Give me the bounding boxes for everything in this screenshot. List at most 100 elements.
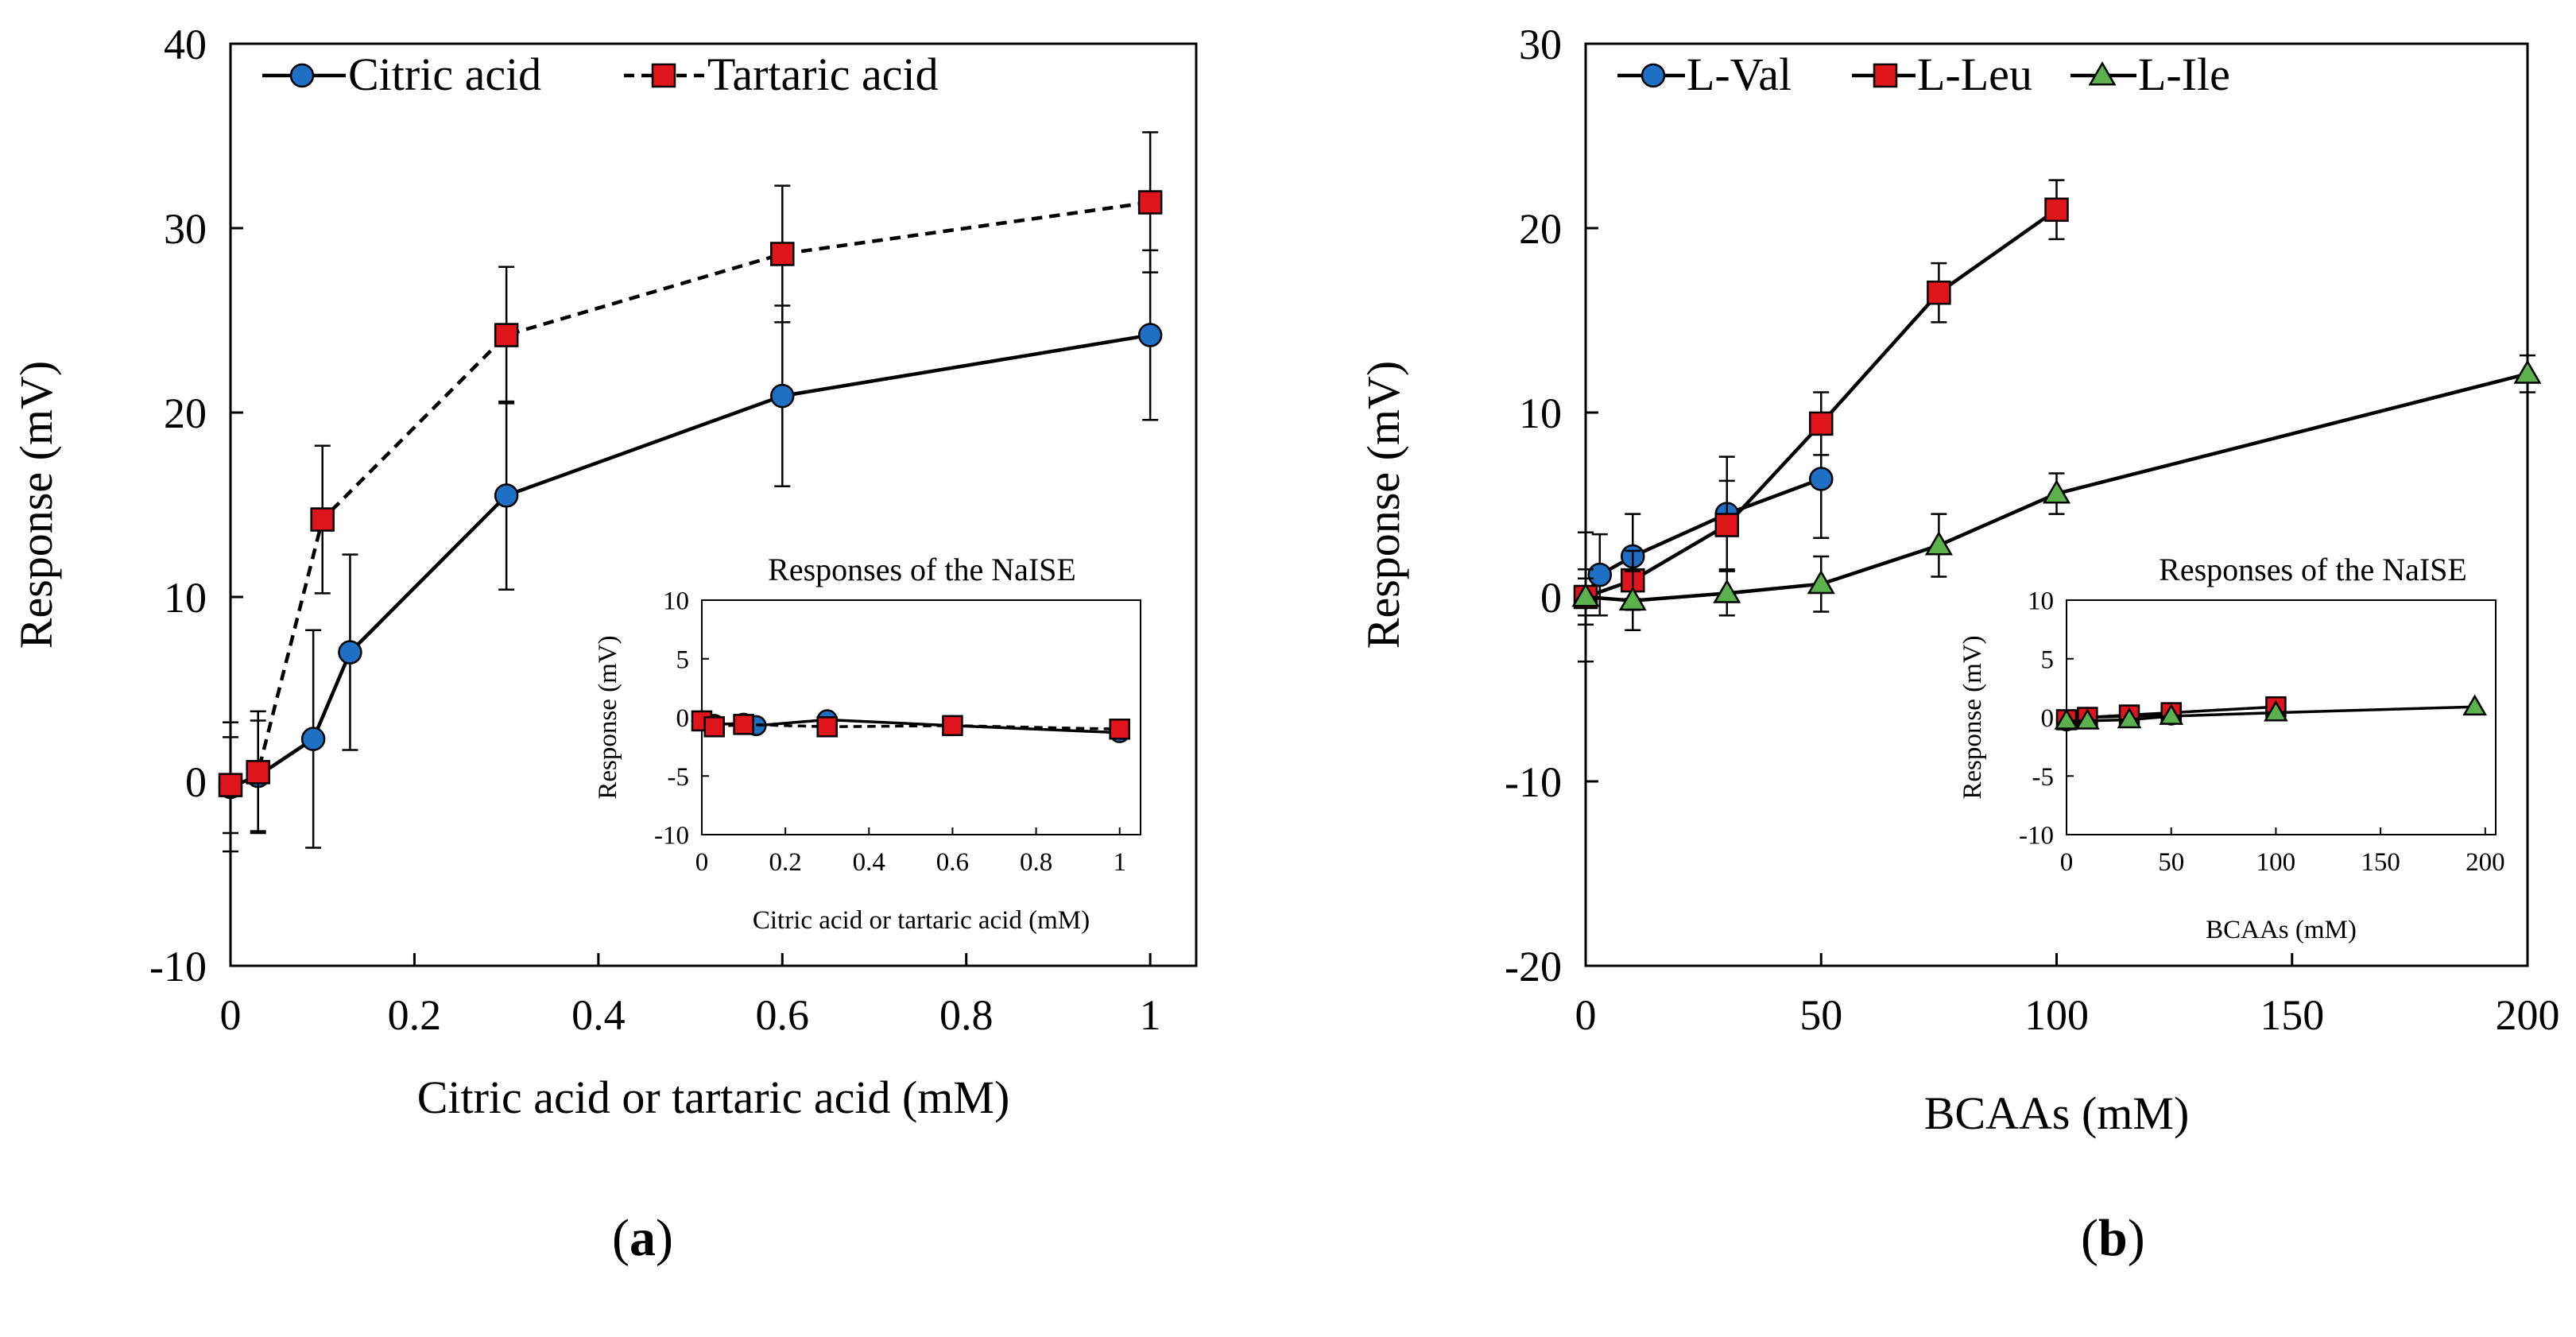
- data-point: [310, 507, 335, 532]
- data-point: [2264, 700, 2288, 722]
- panel-a-x-tick-label: 0.6: [756, 991, 810, 1039]
- series-line: [701, 719, 1120, 731]
- panel-a-inset: 0 0.2 0.4 0.6 0.8 1 -10 -5 0 5 10 Responses of the …: [594, 552, 1141, 935]
- data-point: [703, 716, 726, 738]
- panel-a-inset-y-axis-label: Response (mV): [594, 635, 622, 799]
- data-point: [1809, 411, 1834, 436]
- data-point: [1713, 579, 1741, 603]
- data-point: [1618, 586, 1647, 611]
- panel-a-inset-x-tick-label: 1: [1113, 848, 1126, 877]
- panel-a-inset-x-tick-label: 0.2: [769, 848, 802, 877]
- data-point: [1137, 323, 1163, 347]
- panel-a-inset-y-tick-label: 0: [676, 704, 690, 733]
- legend-marker: [1873, 63, 1898, 88]
- panel-b-inset-y-axis-label: Response (mV): [1958, 635, 1987, 799]
- panel-b-inset-y-tick-label: -10: [2019, 822, 2054, 851]
- panel-a-y-tick-label: 0: [185, 758, 207, 806]
- legend-marker: [289, 63, 315, 88]
- panel-a-y-tick-label: 30: [164, 205, 207, 253]
- data-point: [816, 716, 838, 738]
- data-point: [2042, 479, 2071, 504]
- panel-a-x-tick-label: 0.2: [388, 991, 442, 1039]
- panel-b-y-tick-label: 30: [1519, 21, 1562, 68]
- legend-label: L-Ile: [2138, 48, 2230, 100]
- data-point: [2462, 694, 2488, 716]
- panel-a-x-tick-label: 0: [220, 991, 242, 1039]
- panel-a-legend: Citric acid Tartaric acid: [262, 48, 939, 100]
- panel-a-y-tick-label: 20: [164, 389, 207, 437]
- data-point: [1924, 531, 1953, 556]
- panel-b-inset: 0 50 100 150 200 -10 -5 0 5 10 Responses of the Na…: [1958, 552, 2505, 944]
- panel-b-y-axis-label: Response (mV): [1358, 361, 1409, 649]
- panel-b-x-tick-label: 150: [2260, 991, 2324, 1039]
- legend-marker: [2088, 61, 2117, 86]
- panel-b-caption: (b): [2081, 1209, 2145, 1267]
- panel-b-inset-x-tick-label: 150: [2361, 848, 2400, 877]
- panel-a-x-axis-label: Citric acid or tartaric acid (mM): [417, 1072, 1010, 1123]
- series-line: [230, 200, 1151, 787]
- panel-b-x-tick-label: 100: [2024, 991, 2089, 1039]
- data-point: [1927, 280, 1951, 305]
- panel-b-legend: L-Val L-Leu L-Ile: [1617, 48, 2230, 100]
- panel-b-y-tick-label: -20: [1505, 943, 1562, 990]
- legend-marker: [651, 63, 676, 88]
- panel-a-inset-x-tick-label: 0.8: [1020, 848, 1052, 877]
- panel-a-y-tick-label: 10: [164, 574, 207, 622]
- legend-label: L-Leu: [1917, 48, 2032, 100]
- panel-a-inset-y-tick-label: 5: [676, 645, 690, 674]
- data-point: [2117, 707, 2142, 729]
- panel-a-plot-frame: [229, 42, 1198, 967]
- panel-a-inset-y-tick-label: 10: [663, 587, 689, 616]
- data-point: [2054, 708, 2079, 730]
- panel-b-series-l-leu: [1573, 179, 2069, 626]
- data-point: [218, 773, 243, 797]
- panel-b-inset-x-axis-label: BCAAs (mM): [2206, 916, 2357, 944]
- data-point: [942, 715, 963, 737]
- panel-b-inset-series-l-ile: [2054, 694, 2488, 730]
- panel-a-inset-x-tick-label: 0: [695, 848, 709, 877]
- data-point: [2044, 197, 2069, 223]
- panel-a-inset-title: Responses of the NaISE: [768, 552, 1076, 587]
- panel-b-inset-x-tick-label: 50: [2158, 848, 2184, 877]
- legend-label: Tartaric acid: [707, 48, 939, 100]
- data-point: [494, 483, 519, 508]
- panel-a-inset-y-tick-label: -5: [668, 763, 690, 792]
- panel-a-x-tick-label: 1: [1140, 991, 1161, 1039]
- panel-b-series-l-ile: [1571, 354, 2542, 632]
- panel-a-inset-x-tick-label: 0.6: [936, 848, 969, 877]
- panel-b-y-tick-label: -10: [1505, 758, 1562, 806]
- legend-label: Citric acid: [348, 48, 541, 100]
- panel-b-inset-x-tick-label: 100: [2256, 848, 2296, 877]
- panel-b-x-tick-label: 0: [1575, 991, 1597, 1039]
- panel-a-caption: (a): [612, 1209, 673, 1267]
- panel-b-inset-x-tick-label: 200: [2466, 848, 2505, 877]
- panel-a-series-citric-acid: [218, 249, 1163, 853]
- panel-a-inset-series-tartaric-acid: [691, 710, 1130, 740]
- data-point: [1587, 562, 1613, 587]
- data-point: [1809, 467, 1834, 491]
- panel-b-x-tick-label: 50: [1799, 991, 1842, 1039]
- panel-b-inset-title: Responses of the NaISE: [2159, 552, 2467, 587]
- panel-b-inset-x-tick-label: 0: [2060, 848, 2074, 877]
- panel-b-inset-y-tick-label: 0: [2041, 704, 2055, 733]
- data-point: [770, 383, 795, 409]
- data-point: [1137, 190, 1163, 215]
- panel-b-inset-y-tick-label: 10: [2028, 587, 2054, 616]
- data-point: [246, 760, 270, 785]
- panel-a-inset-y-tick-label: -10: [654, 822, 689, 851]
- data-point: [1571, 583, 1600, 607]
- panel-b-x-axis-label: BCAAs (mM): [1924, 1087, 2190, 1139]
- panel-b-x-tick-label: 200: [2496, 991, 2560, 1039]
- data-point: [1714, 513, 1739, 537]
- panel-a-series-tartaric-acid: [218, 131, 1163, 835]
- panel-a-inset-plot-frame: [701, 599, 1141, 835]
- legend-label: L-Val: [1687, 48, 1792, 100]
- panel-b-y-tick-label: 10: [1519, 389, 1562, 437]
- panel-a-x-tick-label: 0.8: [939, 991, 994, 1039]
- data-point: [338, 640, 362, 665]
- panel-a-x-tick-label: 0.4: [571, 991, 626, 1039]
- panel-a-inset-x-tick-label: 0.4: [853, 848, 885, 877]
